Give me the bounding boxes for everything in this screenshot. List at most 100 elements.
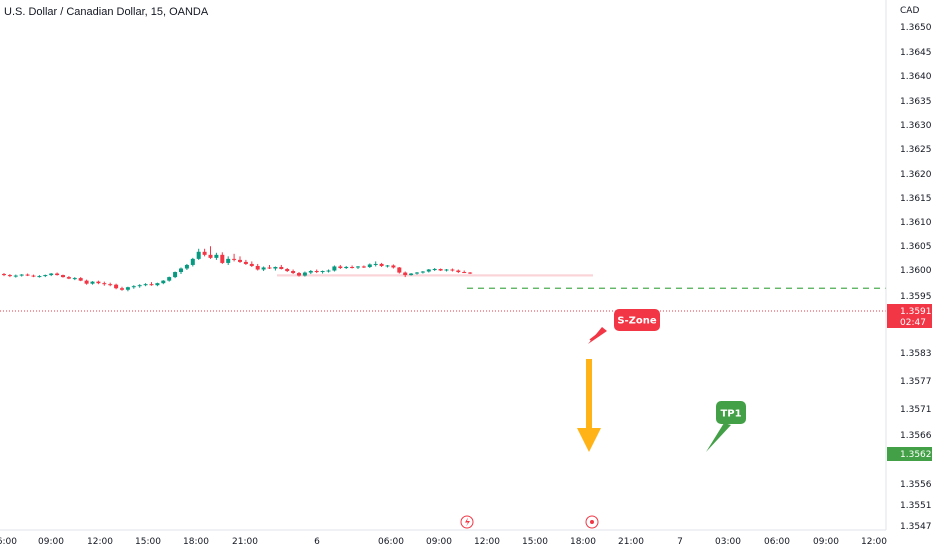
candle xyxy=(326,269,331,273)
candle xyxy=(468,272,473,275)
candle xyxy=(161,280,166,285)
candle-body xyxy=(7,275,12,277)
candle-body xyxy=(72,278,77,280)
candle xyxy=(267,264,272,269)
candle xyxy=(131,285,136,289)
x-tick-label: 06:00 xyxy=(764,537,790,547)
s-zone-callout[interactable] xyxy=(614,309,660,331)
candle xyxy=(190,257,195,267)
candle-body xyxy=(456,270,461,273)
candle-body xyxy=(214,254,219,258)
candle-body xyxy=(78,278,83,281)
time-axis[interactable]: 06:00 09:00 12:00 15:00 18:00 21:00 6 06:00 09:0… xyxy=(0,529,887,547)
current-price-value: 1.35917 xyxy=(900,307,932,317)
y-tick-label: 1.36150 xyxy=(900,194,932,204)
candle xyxy=(55,272,60,276)
candle xyxy=(31,274,36,278)
candle-body xyxy=(232,258,237,260)
candle xyxy=(308,270,313,275)
candle-body xyxy=(202,251,207,255)
candle-body xyxy=(131,286,136,288)
flash-glyph-icon xyxy=(465,517,470,527)
candle-body xyxy=(350,266,355,268)
candle xyxy=(78,277,83,282)
candle-body xyxy=(25,274,30,276)
candle xyxy=(196,248,201,260)
price-axis[interactable]: CAD 1.36500 1.36450 1.36400 1.36350 1.36300 1… xyxy=(885,0,932,532)
candle-body xyxy=(125,287,130,290)
candle xyxy=(462,270,467,274)
candle xyxy=(338,264,343,269)
candle xyxy=(444,269,449,272)
candle-body xyxy=(238,259,242,262)
candle xyxy=(279,264,284,270)
s-zone-rect[interactable] xyxy=(277,274,593,277)
candle xyxy=(361,265,366,268)
x-tick-label: 7 xyxy=(677,537,683,547)
candle xyxy=(220,252,225,264)
candle-body xyxy=(379,263,384,266)
candle-body xyxy=(332,266,337,271)
candle-body xyxy=(13,275,18,277)
s-zone-label: S-Zone xyxy=(617,316,657,327)
candle xyxy=(173,271,178,279)
candle-body xyxy=(61,275,65,278)
candle xyxy=(320,270,325,274)
candle-body xyxy=(450,269,455,271)
candle-body xyxy=(285,269,290,272)
candle xyxy=(249,261,254,267)
candle-body xyxy=(267,267,272,269)
y-tick-label: 1.35950 xyxy=(900,292,932,302)
broadcast-dot-icon xyxy=(590,520,594,524)
candle xyxy=(285,267,290,273)
x-tick-label: 15:00 xyxy=(522,537,548,547)
y-tick-label: 1.36200 xyxy=(900,170,932,180)
candle-body xyxy=(302,272,307,276)
candle xyxy=(391,264,396,269)
y-tick-label: 1.36400 xyxy=(900,72,932,82)
x-tick-label: 21:00 xyxy=(232,537,258,547)
candle xyxy=(415,272,419,275)
candle xyxy=(344,265,349,269)
tp1-callout[interactable] xyxy=(716,401,746,424)
candle xyxy=(238,256,242,263)
y-tick-label: 1.35510 xyxy=(900,501,932,511)
tp1-label: TP1 xyxy=(720,409,741,420)
current-price-badge xyxy=(887,304,932,328)
candle-body xyxy=(19,274,24,276)
candle-body xyxy=(373,263,378,265)
candle xyxy=(255,263,260,271)
candle xyxy=(19,274,24,277)
candle-body xyxy=(367,264,372,267)
candle-body xyxy=(31,275,36,277)
candle-body xyxy=(155,283,160,286)
candle-body xyxy=(55,273,60,276)
candle xyxy=(179,267,183,275)
candle xyxy=(214,252,219,260)
candle-body xyxy=(432,269,437,270)
candle-body xyxy=(320,271,325,273)
x-tick-label: 18:00 xyxy=(183,537,209,547)
candle xyxy=(379,262,384,267)
y-tick-label: 1.36350 xyxy=(900,97,932,107)
candle-body xyxy=(220,254,225,263)
candle xyxy=(332,265,337,272)
event-flash-icon[interactable] xyxy=(460,515,474,529)
candle xyxy=(167,276,172,282)
candle xyxy=(273,266,278,271)
candle xyxy=(155,282,160,287)
candle-body xyxy=(120,288,124,290)
event-broadcast-icon[interactable] xyxy=(585,515,599,529)
candle xyxy=(403,271,408,278)
candle xyxy=(66,276,71,280)
candle xyxy=(350,265,355,269)
y-tick-label: 1.36000 xyxy=(900,266,932,276)
candle-body xyxy=(49,273,54,276)
candle xyxy=(125,286,130,292)
candle xyxy=(385,264,390,268)
candle-body xyxy=(173,272,178,278)
candle-body xyxy=(190,258,195,265)
candle-body xyxy=(37,276,42,278)
y-tick-label: 1.36500 xyxy=(900,23,932,33)
